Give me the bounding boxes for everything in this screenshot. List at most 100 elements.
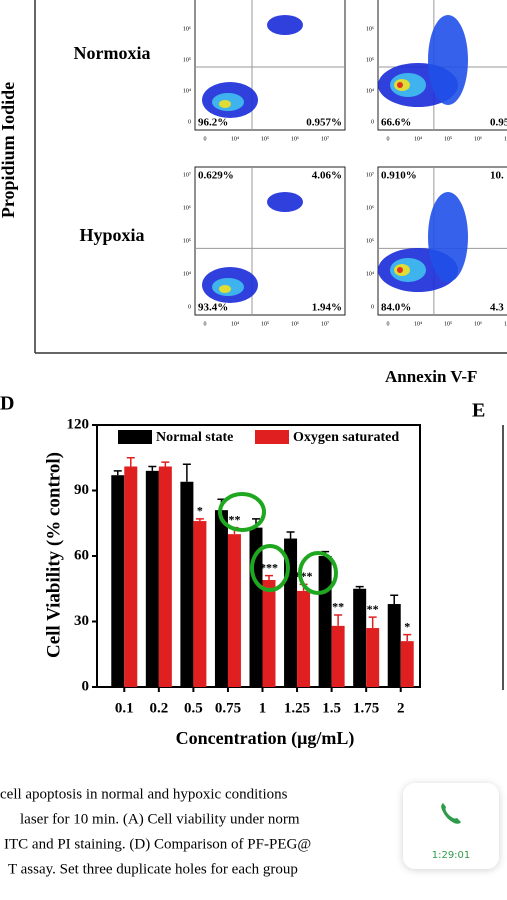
call-bubble[interactable]: 1:29:01: [403, 783, 499, 869]
bar: [193, 521, 207, 687]
flow-x-tick: 0: [204, 321, 207, 327]
flow-y-tick: 10⁷: [183, 172, 191, 178]
x-tick-label: 2: [397, 700, 405, 716]
error-bar: [126, 457, 135, 467]
error-bar: [265, 574, 273, 581]
y-tick-label: 60: [74, 547, 89, 563]
row-label: Hypoxia: [79, 225, 144, 245]
quadrant-percent: 0.95: [490, 117, 507, 129]
error-bar: [368, 616, 377, 629]
error-bar: [355, 585, 364, 589]
error-bar: [195, 518, 204, 522]
error-bar: [161, 461, 170, 467]
call-time: 1:29:01: [431, 850, 471, 861]
flow-x-tick: 10⁶: [291, 321, 299, 327]
significance: **: [367, 602, 379, 616]
flow-x-label: Annexin V-F: [385, 367, 477, 386]
flow-y-tick: 0: [188, 119, 191, 125]
x-tick-label: 1.25: [284, 700, 310, 716]
quadrant-percent: 96.2%: [198, 117, 228, 129]
quadrant-percent: 1.94%: [312, 302, 342, 314]
flow-x-tick: 0: [387, 136, 390, 142]
error-bar: [113, 470, 122, 476]
bar: [262, 580, 276, 687]
bar: [318, 556, 332, 687]
panel-label: E: [472, 400, 485, 422]
flow-y-tick: 0: [188, 304, 191, 310]
significance: ***: [260, 560, 278, 574]
bar: [227, 534, 241, 687]
bar: [387, 604, 401, 687]
density-blob: [219, 100, 231, 108]
quadrant-percent: 10.: [490, 170, 504, 182]
error-bar: [148, 465, 157, 471]
quadrant-percent: 0.629%: [198, 170, 234, 182]
plot-frame: [377, 0, 507, 131]
bar: [111, 475, 125, 687]
plot-frame: [377, 166, 507, 316]
flow-y-tick: 10⁷: [366, 0, 374, 1]
panel-label: D: [0, 393, 14, 415]
x-tick-label: 0.2: [149, 700, 168, 716]
annotation-circle: [218, 492, 266, 532]
flow-y-tick: 10⁴: [366, 88, 374, 94]
legend-swatch: [255, 430, 289, 444]
quadrant-percent: 84.0%: [381, 302, 411, 314]
flow-x-tick: 10⁵: [261, 136, 269, 142]
legend-swatch: [118, 430, 152, 444]
flow-x-tick: 10⁵: [261, 321, 269, 327]
legend-label: Oxygen saturated: [293, 430, 399, 445]
flow-x-tick: 10⁴: [231, 136, 239, 142]
bar: [145, 470, 159, 687]
bar: [214, 510, 228, 687]
y-tick-label: 90: [74, 482, 89, 498]
flow-x-tick: 10⁷: [504, 136, 507, 142]
density-blob: [267, 15, 303, 35]
x-tick-label: 1: [259, 700, 267, 716]
bar: [297, 590, 311, 687]
flow-x-tick: 10⁷: [504, 321, 507, 327]
caption-line: ITC and PI staining. (D) Comparison of P…: [4, 836, 311, 852]
flow-x-tick: 10⁶: [474, 136, 482, 142]
flow-y-tick: 10⁴: [366, 271, 374, 277]
flow-y-tick: 10⁶: [366, 205, 374, 211]
density-blob: [397, 267, 403, 273]
flow-y-tick: 10⁶: [183, 26, 191, 32]
quadrant-percent: 66.6%: [381, 117, 411, 129]
y-axis-label: Cell Viability (% control): [43, 452, 64, 658]
flow-y-label: Propidium Iodide: [0, 82, 18, 218]
density-blob: [428, 15, 468, 105]
flow-y-tick: 10⁵: [183, 57, 191, 63]
caption-line: laser for 10 min. (A) Cell viability und…: [20, 811, 300, 827]
y-tick-label: 30: [74, 613, 89, 629]
y-tick-label: 120: [67, 416, 90, 432]
y-tick-label: 0: [82, 678, 90, 694]
density-blob: [267, 192, 303, 212]
significance: **: [228, 512, 240, 526]
flow-y-tick: 10⁴: [183, 271, 191, 277]
quadrant-percent: 0.910%: [381, 170, 417, 182]
caption-line: T assay. Set three duplicate holes for e…: [8, 861, 298, 877]
flow-x-tick: 10⁴: [414, 136, 422, 142]
flow-x-tick: 10⁵: [444, 321, 452, 327]
plot-frame: [194, 0, 346, 131]
error-bar: [334, 614, 343, 626]
bar: [158, 466, 172, 687]
flow-x-tick: 10⁶: [291, 136, 299, 142]
flow-y-tick: 10⁴: [183, 88, 191, 94]
quadrant-percent: 4.06%: [312, 170, 342, 182]
error-bar: [390, 594, 399, 605]
caption-line: cell apoptosis in normal and hypoxic con…: [0, 786, 288, 802]
flow-x-tick: 0: [387, 321, 390, 327]
flow-y-tick: 10⁷: [183, 0, 191, 1]
bar: [400, 641, 414, 687]
flow-y-tick: 10⁶: [366, 26, 374, 32]
error-bar: [286, 531, 295, 539]
flow-y-tick: 0: [371, 119, 374, 125]
annotation-circle: [250, 544, 290, 592]
flow-y-tick: 10⁷: [366, 172, 374, 178]
x-tick-label: 1.75: [353, 700, 379, 716]
x-tick-label: 1.5: [322, 700, 341, 716]
flow-y-tick: 10⁵: [366, 57, 374, 63]
